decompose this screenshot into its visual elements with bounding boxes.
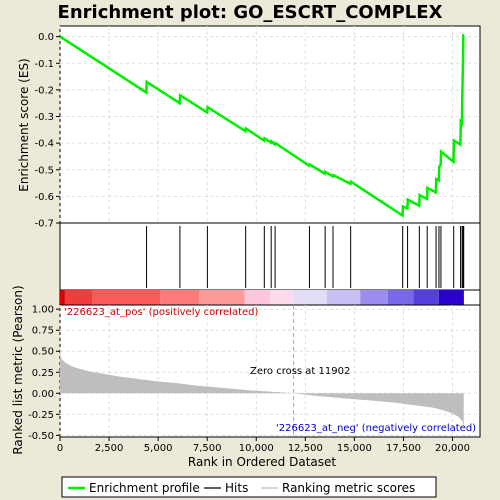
es-panel <box>59 25 481 224</box>
ranking-metric-area <box>60 345 464 427</box>
pos-correlated-label: '226623_at_pos' (positively correlated) <box>64 307 258 318</box>
metric-y-tick-label: 1.00 <box>32 305 54 316</box>
hits-panel <box>59 222 481 291</box>
chart-title: Enrichment plot: GO_ESCRT_COMPLEX <box>58 2 443 23</box>
x-tick-label: 5,000 <box>144 443 173 454</box>
heat-bar-segment <box>270 290 294 305</box>
heat-bar-segment <box>92 290 161 305</box>
heat-bar-segment <box>60 290 65 305</box>
heat-bar-segment <box>160 290 200 305</box>
legend <box>61 476 437 498</box>
metric-y-tick-label: -0.25 <box>28 410 54 421</box>
x-tick-label: 20,000 <box>435 443 470 454</box>
heat-bar-segment <box>64 290 93 305</box>
metric-y-tick-label: 0.25 <box>32 368 54 379</box>
x-tick-label: 10,000 <box>239 443 274 454</box>
x-tick-label: 0 <box>57 443 63 454</box>
zero-cross-label: Zero cross at 11902 <box>250 366 350 377</box>
es-y-tick-label: 0.0 <box>38 32 54 43</box>
hits-group <box>146 226 465 288</box>
heat-bar-segment <box>387 290 414 305</box>
metric-panel <box>59 304 481 438</box>
es-y-tick-label: -0.7 <box>34 219 54 230</box>
es-y-tick-label: -0.3 <box>34 112 54 123</box>
es-y-axis-label: Enrichment score (ES) <box>17 58 31 191</box>
legend-hits-label: Hits <box>225 481 248 495</box>
metric-y-tick-label: 0.50 <box>32 347 54 358</box>
neg-correlated-label: '226623_at_neg' (negatively correlated) <box>276 423 476 434</box>
legend-enrichment-label: Enrichment profile <box>89 481 200 495</box>
es-y-tick-label: -0.6 <box>34 192 54 203</box>
x-tick-label: 17,500 <box>386 443 421 454</box>
metric-y-axis-label: Ranked list metric (Pearson) <box>11 285 25 454</box>
heat-bar-segment <box>360 290 388 305</box>
es-y-ticks: 0.0 -0.1 -0.2 -0.3 -0.4 -0.5 -0.6 -0.7 <box>34 32 60 230</box>
heat-bar-segment <box>413 290 439 305</box>
heat-bar-segment <box>326 290 361 305</box>
metric-y-tick-label: -0.50 <box>28 431 54 442</box>
heat-bar-segment <box>438 290 464 305</box>
metric-y-ticks: 1.00 0.75 0.50 0.25 0.00 -0.25 -0.50 <box>28 305 60 442</box>
x-tick-label: 2,500 <box>95 443 124 454</box>
legend-ranking-label: Ranking metric scores <box>282 481 415 495</box>
x-tick-label: 15,000 <box>337 443 372 454</box>
metric-y-tick-label: 0.75 <box>32 326 54 337</box>
es-y-tick-label: -0.1 <box>34 59 54 70</box>
es-y-tick-label: -0.2 <box>34 85 54 96</box>
x-tick-label: 12,500 <box>288 443 323 454</box>
metric-y-tick-label: 0.00 <box>32 389 54 400</box>
es-y-tick-label: -0.4 <box>34 139 54 150</box>
heat-bar <box>60 290 464 305</box>
heat-bar-segment <box>199 290 245 305</box>
metric-x-ticks: 0 2,500 5,000 7,500 10,000 12,500 15,000 17,500… <box>57 437 470 454</box>
enrichment-profile-line <box>59 34 465 218</box>
x-tick-label: 7,500 <box>193 443 222 454</box>
x-axis-label: Rank in Ordered Dataset <box>188 455 336 469</box>
heat-bar-segment <box>293 290 327 305</box>
heat-bar-segment <box>244 290 270 305</box>
es-y-tick-label: -0.5 <box>34 165 54 176</box>
